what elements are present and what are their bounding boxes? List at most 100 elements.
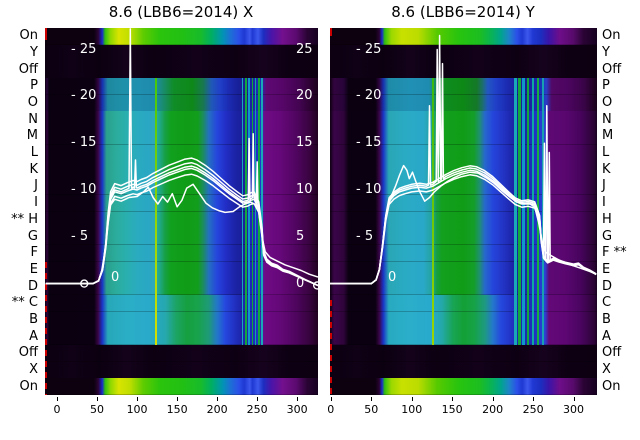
row-label-left-b-17: B	[29, 311, 38, 327]
y-tick-label-edge: 10	[296, 181, 313, 197]
x-axis-tick	[492, 397, 494, 401]
row-label-right-a-18: A	[602, 328, 611, 344]
y-tick-label-inner: - 15	[356, 135, 382, 151]
vertical-stripe	[526, 78, 530, 345]
heatmap-row	[330, 61, 597, 79]
x-tick-label: 0	[327, 403, 335, 416]
y-tick-label-zero: 0	[388, 269, 397, 285]
y-tick-label-inner: - 5	[71, 228, 89, 244]
x-tick-label: 100	[401, 403, 423, 416]
x-axis-tick	[411, 397, 413, 401]
row-label-left-on-21: On	[19, 378, 38, 394]
x-tick-label: 100	[126, 403, 148, 416]
row-label-right-f-13: F **	[602, 245, 627, 261]
vertical-stripe	[241, 78, 244, 345]
row-label-left-x-20: X	[29, 361, 38, 377]
row-label-left-e-14: E	[29, 261, 38, 277]
red-edge-mark	[45, 28, 47, 40]
right-panel-title: 8.6 (LBB6=2014) Y	[391, 3, 535, 21]
red-edge-mark	[45, 262, 47, 395]
x-tick-label: 300	[563, 403, 585, 416]
x-tick-label: 150	[166, 403, 188, 416]
heatmap-row	[330, 211, 597, 229]
heatmap-row	[45, 378, 318, 395]
heatmap-row	[330, 128, 597, 146]
row-label-left-c-16: ** C	[11, 295, 38, 311]
heatmap-row	[45, 361, 318, 379]
y-tick-label-inner: - 10	[71, 181, 97, 197]
heatmap-row	[330, 378, 597, 395]
heatmap-row	[330, 278, 597, 296]
heatmap-row	[330, 194, 597, 212]
beam-profile-curves-x	[45, 28, 318, 290]
row-label-right-i-10: I	[602, 195, 606, 211]
y-tick-label-inner: - 5	[356, 228, 374, 244]
row-label-left-j-9: J	[34, 178, 38, 194]
x-tick-label: 250	[246, 403, 268, 416]
x-axis-tick	[533, 397, 535, 401]
heatmap-row	[330, 78, 597, 96]
x-tick-label: 150	[441, 403, 463, 416]
x-axis-tick	[177, 397, 179, 401]
y-tick-label-edge: 15	[296, 135, 313, 151]
row-label-left-p-3: P	[30, 78, 38, 94]
row-label-left-off-19: Off	[18, 345, 38, 361]
heatmap-row	[330, 144, 597, 162]
row-label-right-off-2: Off	[602, 61, 622, 77]
beam-profile-curve	[330, 34, 597, 285]
vertical-stripe	[245, 78, 247, 345]
x-tick-label: 50	[90, 403, 105, 416]
red-edge-mark	[330, 28, 332, 36]
vertical-stripe	[155, 78, 158, 345]
x-tick-label: 250	[522, 403, 544, 416]
heatmap-row	[45, 44, 318, 62]
y-tick-label-inner: - 10	[356, 181, 382, 197]
row-label-right-x-20: X	[602, 361, 611, 377]
row-label-right-j-9: J	[602, 178, 606, 194]
row-label-right-e-14: E	[602, 261, 611, 277]
ring-marker	[313, 281, 318, 290]
x-tick-label: 300	[286, 403, 308, 416]
heatmap-row	[330, 294, 597, 313]
beam-profile-curve	[45, 28, 318, 287]
vertical-stripe	[248, 78, 250, 345]
x-axis-tick	[257, 397, 259, 401]
row-label-right-m-6: M	[602, 128, 614, 144]
x-axis-tick	[97, 397, 99, 401]
vertical-stripe	[541, 78, 545, 345]
heatmap-row	[45, 344, 318, 363]
row-label-right-n-5: N	[602, 111, 612, 127]
ring-marker	[80, 279, 89, 288]
row-label-right-h-11: H	[602, 211, 612, 227]
row-label-left-g-12: G	[27, 228, 38, 244]
beam-profile-curve	[45, 183, 318, 285]
y-tick-label-edge: 25	[296, 41, 313, 57]
x-axis-tick	[297, 397, 299, 401]
y-tick-label-inner: - 20	[71, 88, 97, 104]
x-tick-label: 50	[364, 403, 379, 416]
heatmap-row	[330, 244, 597, 263]
x-tick-label: 0	[53, 403, 61, 416]
heatmap-row	[330, 228, 597, 246]
heatmap-row	[330, 111, 597, 129]
row-label-left-f-13: F	[30, 245, 38, 261]
row-label-left-a-18: A	[29, 328, 38, 344]
heatmap-row	[330, 311, 597, 329]
row-label-right-l-7: L	[602, 145, 610, 161]
x-axis-tick	[371, 397, 373, 401]
x-axis-tick	[573, 397, 575, 401]
row-label-right-y-1: Y	[602, 45, 610, 61]
red-edge-mark	[330, 300, 332, 395]
row-label-right-o-4: O	[602, 95, 613, 111]
y-tick-label-zero: 0	[111, 269, 120, 285]
vertical-stripe	[518, 78, 521, 345]
row-label-left-o-4: O	[27, 95, 38, 111]
x-axis-tick	[137, 397, 139, 401]
row-label-left-h-11: ** H	[11, 211, 38, 227]
beam-profile-curves-y	[330, 34, 597, 285]
heatmap-panel-y	[330, 28, 597, 395]
row-label-right-on-21: On	[602, 378, 621, 394]
heatmap-row	[330, 28, 597, 46]
heatmap-row	[45, 28, 318, 46]
